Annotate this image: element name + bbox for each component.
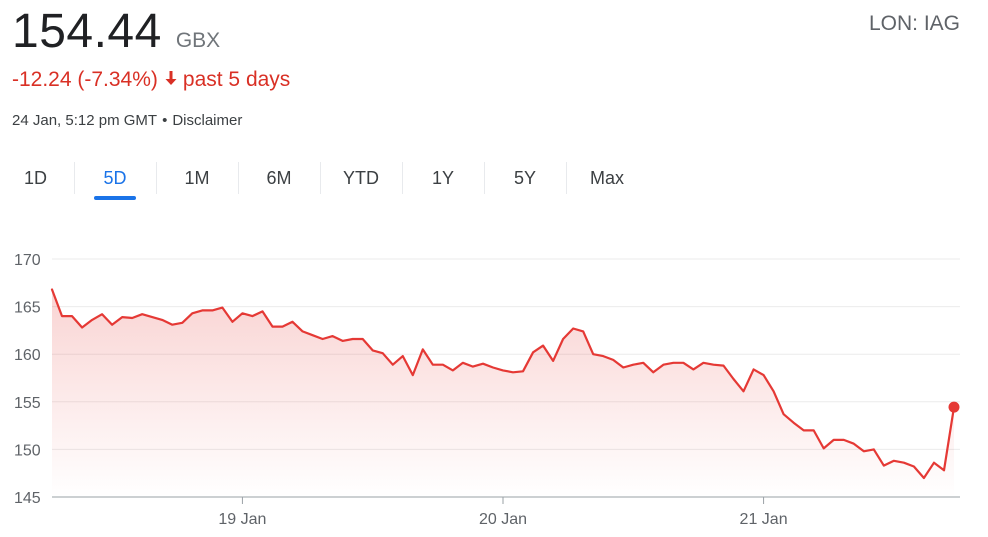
timestamp: 24 Jan, 5:12 pm GMT xyxy=(12,112,158,129)
x-tick-label: 19 Jan xyxy=(218,511,266,528)
x-tick-label: 20 Jan xyxy=(479,511,527,528)
x-tick-label: 21 Jan xyxy=(740,511,788,528)
current-price-marker[interactable] xyxy=(948,401,960,413)
price-header: 154.44 GBX xyxy=(12,4,220,60)
ticker-symbol: LON: IAG xyxy=(868,12,960,35)
y-tick-label: 170 xyxy=(14,252,41,269)
tab-ytd[interactable]: YTD xyxy=(320,158,402,198)
tab-1y[interactable]: 1Y xyxy=(402,158,484,198)
y-tick-label: 155 xyxy=(14,395,41,412)
price-change: -12.24 (-7.34%) past 5 days xyxy=(12,68,290,92)
tab-1d[interactable]: 1D xyxy=(24,167,48,188)
change-period: past 5 days xyxy=(182,68,291,91)
tab-5d[interactable]: 5D xyxy=(74,158,156,200)
current-price: 154.44 xyxy=(12,5,162,58)
y-tick-label: 150 xyxy=(14,442,41,459)
down-arrow-icon xyxy=(164,69,178,92)
currency-label: GBX xyxy=(175,29,221,52)
range-tabs: 1D 5D 1M 6M YTD 1Y 5Y Max xyxy=(0,158,648,200)
price-line xyxy=(50,288,956,480)
disclaimer-link[interactable]: Disclaimer xyxy=(172,112,243,129)
y-tick-label: 165 xyxy=(14,300,41,317)
change-value: -12.24 (-7.34%) xyxy=(12,68,158,91)
y-tick-label: 145 xyxy=(14,490,41,507)
tab-5y[interactable]: 5Y xyxy=(484,158,566,198)
tab-max[interactable]: Max xyxy=(566,158,648,198)
price-area xyxy=(52,289,954,497)
separator-dot: • xyxy=(162,112,168,129)
y-tick-label: 160 xyxy=(14,347,41,364)
tab-1m[interactable]: 1M xyxy=(156,158,238,198)
tab-6m[interactable]: 6M xyxy=(238,158,320,198)
timestamp-row: 24 Jan, 5:12 pm GMT • Disclaimer xyxy=(12,112,242,129)
